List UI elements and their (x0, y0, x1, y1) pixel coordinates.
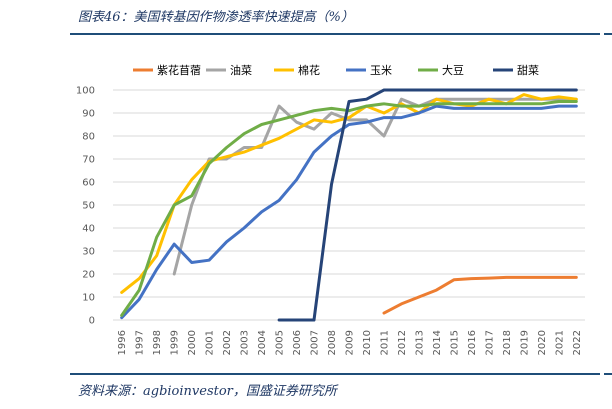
x-tick-label: 2017 (484, 330, 495, 355)
x-tick-label: 2010 (362, 330, 373, 355)
bottom-rule-right (604, 373, 612, 375)
legend-label: 甜菜 (517, 64, 539, 77)
legend: 紫花苜蓿 油菜 棉花 玉米 大豆 甜菜 (133, 63, 539, 77)
x-tick-label: 1998 (152, 330, 163, 355)
source-note: 资料来源：agbioinvestor，国盛证券研究所 (78, 384, 337, 399)
y-tick-label: 100 (76, 86, 95, 97)
series-line (120, 100, 578, 317)
y-tick-labels: 0 10 20 30 40 50 60 70 80 90 100 (76, 86, 95, 327)
y-tick-label: 70 (82, 155, 95, 166)
series-line (120, 93, 578, 294)
x-tick-label: 2001 (205, 330, 216, 355)
legend-label: 棉花 (298, 63, 320, 77)
x-tick-label: 2019 (519, 330, 530, 355)
y-tick-label: 90 (82, 109, 95, 120)
x-tick-label: 2006 (292, 330, 303, 355)
y-tick-label: 20 (82, 270, 95, 281)
series-line (382, 275, 578, 315)
x-tick-label: 2000 (187, 330, 198, 355)
x-tick-label: 2004 (257, 330, 268, 355)
line-chart: 0 10 20 30 40 50 60 70 80 90 100 1996 1997 1998 1999 2… (76, 63, 585, 355)
x-tick-label: 2014 (432, 330, 443, 355)
y-tick-label: 0 (89, 316, 95, 327)
y-tick-label: 60 (82, 178, 95, 189)
x-tick-label: 2012 (397, 330, 408, 355)
series-line (277, 88, 578, 322)
series-line (120, 104, 578, 320)
legend-label: 大豆 (442, 63, 464, 77)
bottom-rule (70, 373, 600, 375)
x-tick-label: 2007 (310, 330, 321, 355)
x-tick-labels: 1996 1997 1998 1999 2000 2001 2002 2003 2004 2005… (117, 330, 583, 355)
x-tick-label: 2020 (537, 330, 548, 355)
x-tick-label: 2002 (222, 330, 233, 355)
figure-title: 图表46：美国转基因作物渗透率快速提高（%） (78, 10, 354, 25)
x-tick-label: 2005 (275, 330, 286, 355)
y-tick-label: 10 (82, 293, 95, 304)
y-tick-label: 80 (82, 132, 95, 143)
y-tick-label: 30 (82, 247, 95, 258)
x-tick-label: 2009 (345, 330, 356, 355)
x-tick-label: 2008 (327, 330, 338, 355)
x-tick-label: 1996 (117, 330, 128, 355)
x-tick-label: 1999 (170, 330, 181, 355)
y-tick-label: 50 (82, 201, 95, 212)
top-rule-right (604, 33, 612, 35)
legend-label: 玉米 (370, 64, 392, 77)
x-tick-label: 2016 (467, 330, 478, 355)
x-tick-label: 2011 (379, 330, 390, 355)
x-tick-label: 2013 (414, 330, 425, 355)
series-lines (120, 88, 578, 322)
x-tick-label: 2018 (502, 330, 513, 355)
x-tick-label: 1997 (135, 330, 146, 355)
y-tick-label: 40 (82, 224, 95, 235)
legend-label: 紫花苜蓿 (157, 63, 201, 77)
series-line (172, 97, 578, 276)
x-tick-label: 2003 (240, 330, 251, 355)
top-rule (70, 33, 600, 35)
x-tick-label: 2021 (554, 330, 565, 355)
legend-label: 油菜 (230, 63, 252, 77)
x-tick-label: 2015 (449, 330, 460, 355)
x-tick-label: 2022 (572, 330, 583, 355)
